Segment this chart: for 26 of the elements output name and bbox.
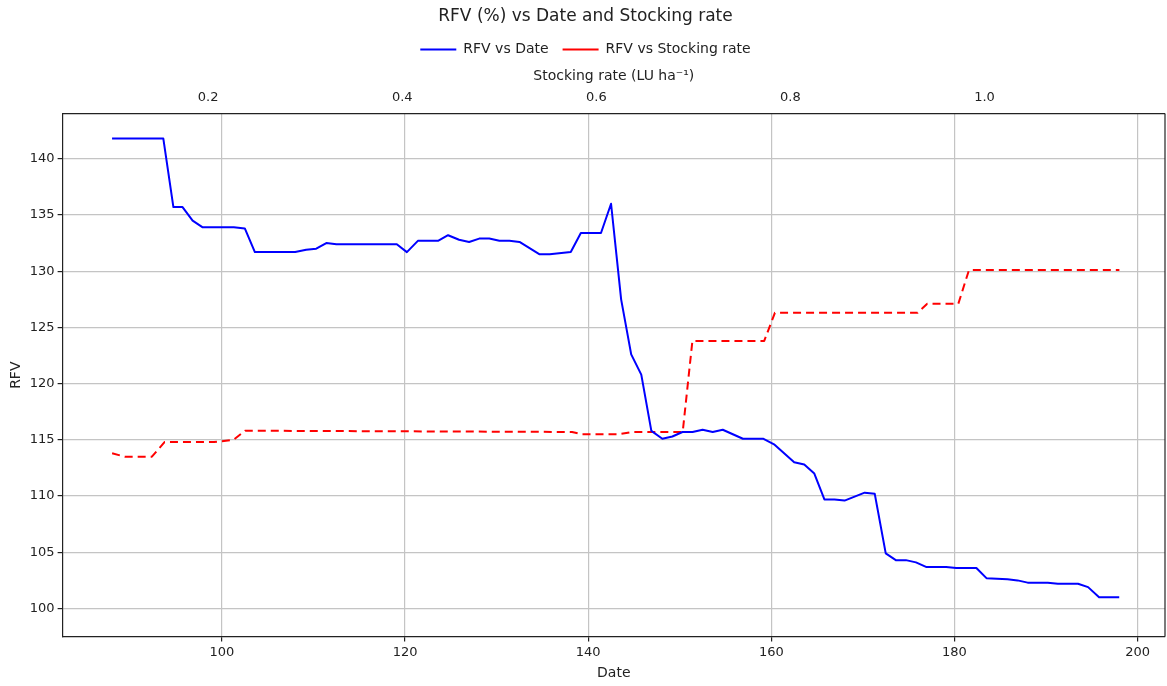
x2-tick-label: 0.4 [391, 89, 413, 105]
chart-title: RFV (%) vs Date and Stocking rate [438, 4, 733, 25]
x-tick-label: 100 [209, 643, 235, 659]
x-axis-title: Date [597, 664, 631, 681]
x-tick-label: 140 [575, 643, 601, 659]
y-axis-title: RFV [7, 361, 24, 389]
x2-tick-label: 0.8 [780, 89, 801, 105]
x-tick-label: 120 [392, 643, 418, 659]
x2-tick-label: 1.0 [974, 89, 995, 105]
y-tick-label: 140 [29, 150, 55, 166]
x2-axis-title: Stocking rate (LU ha⁻¹) [533, 67, 695, 84]
y-tick-label: 115 [29, 431, 55, 447]
x2-tick-label: 0.6 [586, 89, 607, 105]
y-tick-label: 120 [29, 375, 55, 391]
y-tick-label: 105 [29, 543, 55, 559]
y-tick-label: 125 [29, 318, 55, 334]
legend-label: RFV vs Date [463, 40, 549, 57]
legend-label: RFV vs Stocking rate [605, 40, 751, 57]
x-tick-label: 180 [942, 643, 967, 659]
y-tick-label: 100 [29, 599, 55, 615]
y-tick-label: 110 [29, 487, 55, 503]
x-tick-label: 200 [1125, 643, 1150, 659]
y-tick-label: 130 [29, 262, 55, 278]
x2-tick-label: 0.2 [197, 89, 219, 105]
x-tick-label: 160 [758, 643, 784, 659]
y-tick-label: 135 [29, 206, 55, 222]
